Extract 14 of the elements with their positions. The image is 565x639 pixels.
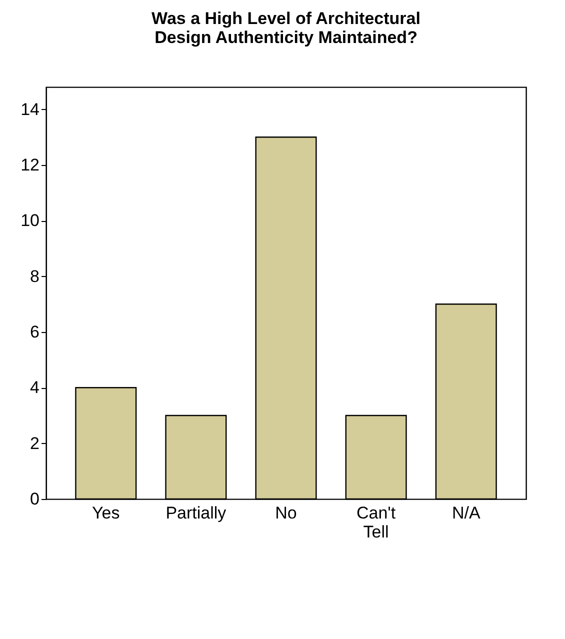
x-tick-label: Yes xyxy=(92,504,120,522)
y-tick-label: 14 xyxy=(20,100,40,119)
y-tick-label: 10 xyxy=(20,211,40,230)
x-tick-label: No xyxy=(275,504,297,522)
chart-title: Was a High Level of Architectural Design Authenticity Maintained? xyxy=(152,9,420,47)
y-tick-label: 0 xyxy=(30,490,40,508)
x-tick-label: N/A xyxy=(452,504,481,522)
x-tick-label: Partially xyxy=(166,504,227,522)
y-tick-label: 12 xyxy=(20,155,40,174)
y-tick-label: 4 xyxy=(30,378,40,398)
y-tick-label: 8 xyxy=(30,266,40,286)
x-tick-label: Can't Tell xyxy=(356,504,396,542)
y-tick-label: 6 xyxy=(30,322,40,342)
y-tick-label: 2 xyxy=(30,434,40,453)
